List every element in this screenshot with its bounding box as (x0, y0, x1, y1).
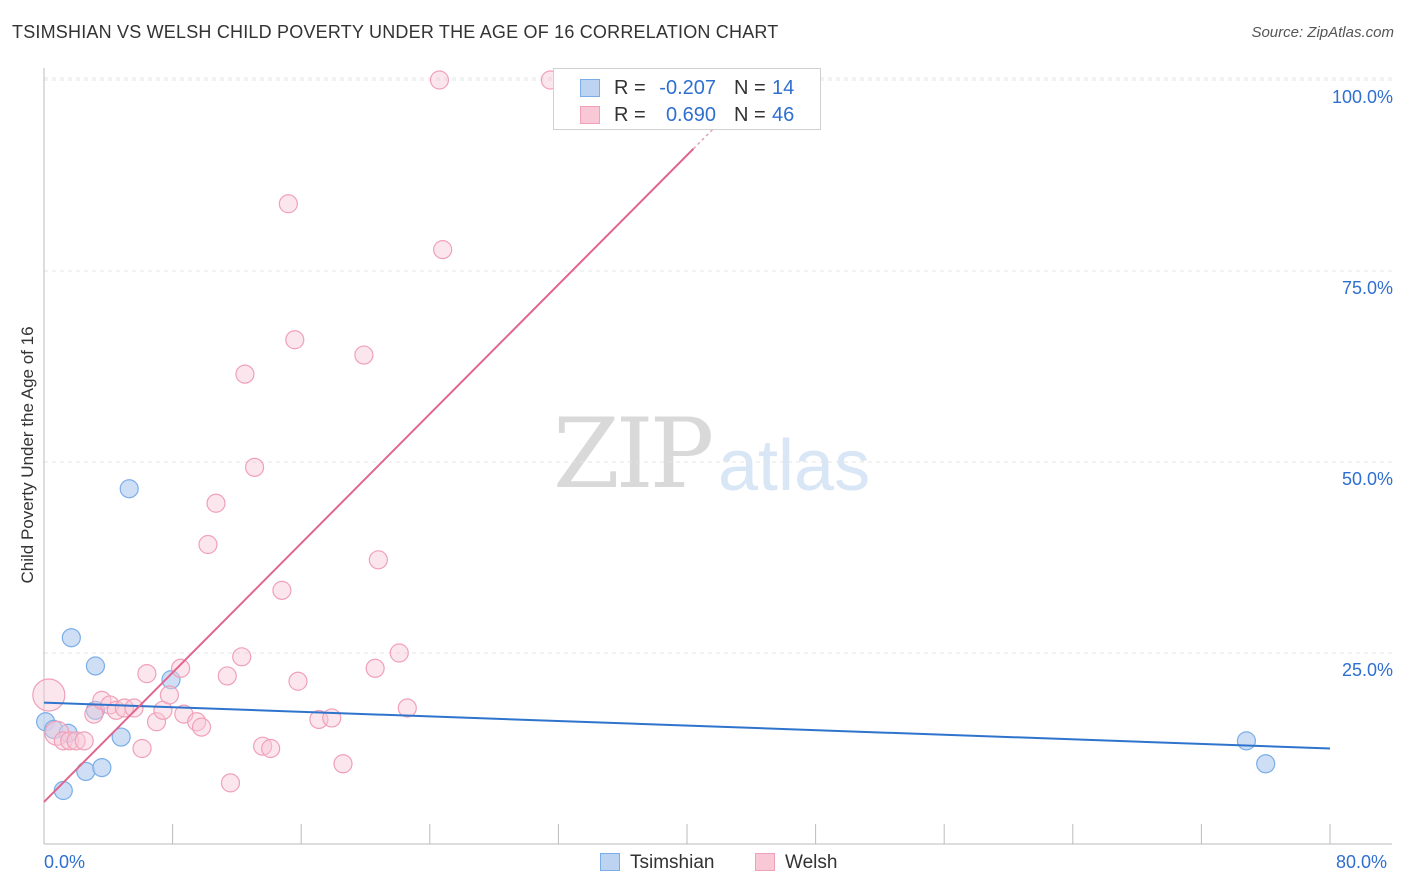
welsh-trend-line (43, 148, 695, 803)
welsh-point (32, 678, 66, 712)
welsh-point (137, 664, 157, 684)
tsimshian-point (61, 628, 81, 648)
series-legend-swatch-tsimshian (600, 853, 620, 871)
source-label: Source: ZipAtlas.com (1251, 24, 1394, 41)
welsh-point (60, 731, 80, 751)
welsh-point (354, 345, 374, 365)
welsh-point (159, 685, 179, 705)
welsh-point (368, 550, 388, 570)
welsh-point (220, 773, 241, 793)
x-tick-label-max: 80.0% (1336, 852, 1388, 872)
series-legend-label-tsimshian: Tsimshian (630, 852, 715, 873)
welsh-trend-extension (692, 119, 723, 150)
x-tick-label-min: 0.0% (44, 852, 86, 872)
welsh-point (389, 643, 409, 663)
tsimshian-point (92, 757, 112, 778)
legend-row-welsh: R = 0.690 N = 46 (554, 101, 820, 129)
tsimshian-point (119, 479, 139, 499)
y-tick-label-100: 100.0% (1331, 87, 1393, 107)
series-legend-swatch-welsh (755, 853, 775, 871)
legend-n-label: N = (734, 77, 766, 99)
stats-legend: R = -0.207 N = 14 R = 0.690 N = 46 (553, 68, 821, 130)
welsh-point (198, 534, 218, 555)
welsh-point (333, 754, 353, 774)
welsh-point (146, 712, 167, 732)
y-tick-label-50: 50.0% (1341, 469, 1393, 489)
legend-r-value: -0.207 (659, 77, 716, 99)
legend-r-label: R = (614, 77, 646, 99)
legend-row-tsimshian: R = -0.207 N = 14 (554, 74, 820, 102)
watermark-zip: ZIP (553, 398, 714, 510)
watermark-atlas: atlas (718, 426, 871, 506)
welsh-point (217, 666, 237, 686)
tsimshian-point (1236, 731, 1257, 751)
welsh-point (272, 580, 292, 600)
welsh-point (322, 708, 342, 728)
legend-n-value: 46 (772, 104, 795, 126)
tsimshian-point (85, 656, 106, 676)
welsh-point (244, 457, 265, 477)
tsimshian-point (111, 727, 131, 747)
tsimshian-point (53, 780, 73, 801)
legend-r-label: R = (614, 104, 646, 126)
welsh-point (191, 717, 212, 737)
series-legend-tsimshian: Tsimshian (600, 852, 714, 874)
welsh-point (235, 364, 255, 384)
welsh-point (278, 194, 298, 214)
welsh-point (397, 698, 417, 718)
welsh-point (429, 70, 450, 90)
legend-swatch-welsh (580, 106, 600, 124)
welsh-point (206, 493, 226, 513)
welsh-point (124, 698, 144, 718)
legend-swatch-tsimshian (580, 79, 600, 97)
welsh-point (66, 731, 86, 751)
y-tick-label-75: 75.0% (1341, 278, 1393, 298)
welsh-point (433, 240, 453, 260)
series-legend-welsh: Welsh (755, 852, 837, 874)
legend-r-value: 0.690 (665, 104, 716, 126)
series-legend-label-welsh: Welsh (785, 852, 838, 873)
y-tick-label-25: 25.0% (1341, 660, 1393, 680)
welsh-point (288, 671, 308, 691)
legend-n-label: N = (734, 104, 766, 126)
chart-title: TSIMSHIAN VS WELSH CHILD POVERTY UNDER T… (12, 22, 779, 42)
welsh-point (132, 738, 152, 759)
welsh-point (232, 647, 252, 667)
tsimshian-point (1256, 754, 1276, 774)
welsh-point (261, 738, 281, 759)
legend-n-value: 14 (772, 77, 795, 99)
welsh-point (114, 698, 134, 718)
welsh-point (171, 658, 191, 678)
welsh-point (74, 731, 94, 751)
tsimshian-trend-line (43, 701, 1331, 750)
welsh-point (253, 736, 273, 756)
welsh-point (285, 330, 305, 350)
welsh-point (365, 658, 385, 678)
